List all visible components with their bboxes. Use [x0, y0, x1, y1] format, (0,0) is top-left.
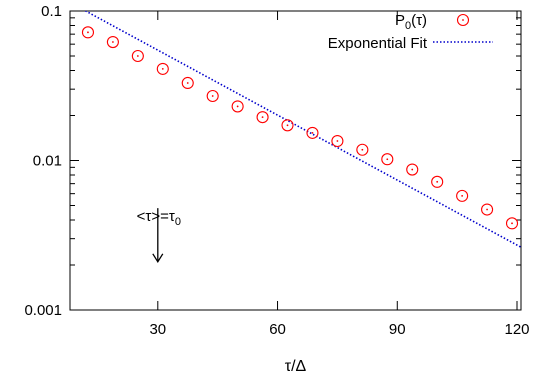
- data-point: [131, 49, 144, 63]
- annotation: <τ>=τ0: [137, 208, 181, 264]
- marker-ring: [106, 35, 119, 49]
- marker-dot: [462, 19, 464, 21]
- marker-dot: [87, 31, 89, 34]
- data-point: [81, 26, 95, 39]
- data-point: [231, 100, 244, 113]
- marker-dot: [511, 222, 513, 225]
- marker-ring: [505, 217, 519, 230]
- marker-ring: [456, 13, 470, 27]
- marker-dot: [461, 194, 464, 197]
- x-tick-label: 60: [269, 321, 286, 338]
- marker-dot: [361, 148, 364, 151]
- marker-dot: [436, 180, 439, 183]
- marker-ring: [156, 62, 169, 75]
- data-point: [356, 143, 369, 156]
- legend-marker-p0: [456, 13, 470, 27]
- annotation-arrowhead: [152, 253, 164, 264]
- data-series: [81, 26, 519, 230]
- data-point: [156, 62, 169, 75]
- marker-ring: [206, 89, 219, 103]
- marker-ring: [131, 49, 144, 63]
- marker-dot: [386, 158, 389, 161]
- marker-ring: [431, 175, 444, 188]
- x-tick-label: 30: [149, 321, 166, 338]
- marker-ring: [306, 126, 319, 139]
- fit-line: [84, 11, 521, 248]
- legend: P0(τ) Exponential Fit: [328, 12, 493, 52]
- x-tick-label: 90: [389, 321, 406, 338]
- marker-dot: [236, 105, 239, 108]
- data-point: [456, 189, 469, 202]
- marker-dot: [112, 41, 114, 43]
- annotation-text: <τ>=τ0: [137, 208, 181, 228]
- marker-dot: [411, 168, 414, 171]
- marker-dot: [486, 208, 488, 211]
- x-axis-label: τ/Δ: [285, 358, 307, 375]
- marker-dot: [161, 67, 164, 70]
- marker-ring: [281, 119, 294, 132]
- data-point: [481, 203, 494, 216]
- y-tick-label: 0.001: [24, 302, 62, 319]
- data-point: [331, 134, 344, 148]
- y-tick-label: 0.01: [33, 153, 62, 170]
- data-point: [431, 175, 444, 188]
- data-point: [505, 217, 519, 230]
- marker-dot: [186, 82, 189, 84]
- marker-ring: [181, 76, 194, 90]
- data-point: [306, 126, 319, 139]
- marker-ring: [481, 203, 494, 216]
- legend-label-p0: P0(τ): [395, 12, 427, 32]
- x-tick-label: 120: [504, 321, 529, 338]
- marker-ring: [456, 189, 469, 202]
- legend-marker: [456, 13, 470, 27]
- data-point: [256, 111, 269, 124]
- marker-ring: [381, 153, 394, 166]
- marker-dot: [336, 140, 339, 142]
- marker-dot: [136, 55, 139, 57]
- x-axis: 30 60 90 120: [149, 11, 530, 338]
- marker-dot: [261, 116, 264, 119]
- data-point: [106, 35, 119, 49]
- marker-ring: [356, 143, 369, 156]
- data-point: [381, 153, 394, 166]
- marker-ring: [406, 163, 419, 176]
- marker-ring: [81, 26, 95, 39]
- y-tick-label: 0.1: [41, 3, 62, 20]
- fit-series: [84, 11, 521, 248]
- marker-dot: [211, 95, 214, 97]
- marker-dot: [286, 124, 289, 127]
- marker-dot: [311, 131, 314, 134]
- data-point: [206, 89, 219, 103]
- data-point: [281, 119, 294, 132]
- marker-ring: [256, 111, 269, 124]
- marker-ring: [231, 100, 244, 113]
- data-point: [406, 163, 419, 176]
- y-axis: 0.001 0.01 0.1: [24, 3, 521, 319]
- marker-ring: [331, 134, 344, 148]
- legend-label-fit: Exponential Fit: [328, 35, 428, 52]
- data-point: [181, 76, 194, 90]
